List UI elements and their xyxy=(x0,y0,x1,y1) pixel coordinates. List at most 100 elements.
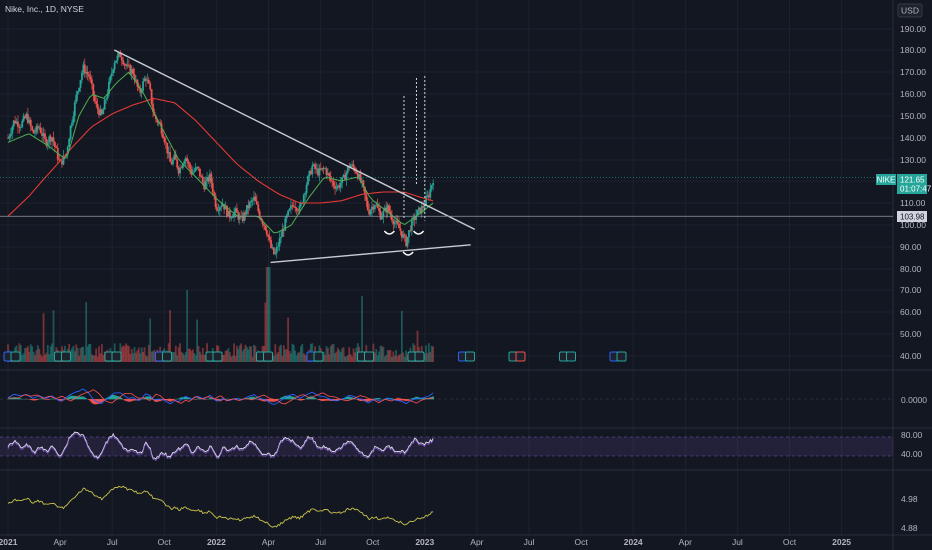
candle-body xyxy=(11,126,14,134)
macd-histogram-bar xyxy=(220,399,223,401)
volume-bar xyxy=(277,352,280,362)
volume-bar xyxy=(31,346,34,362)
volume-bar xyxy=(230,356,233,362)
candle-body xyxy=(381,217,383,220)
volume-bar xyxy=(143,347,146,362)
macd-histogram-bar xyxy=(328,399,331,401)
macd-histogram-bar xyxy=(10,398,12,400)
triangle-upper-trendline[interactable] xyxy=(113,49,476,231)
volume-bar xyxy=(430,345,433,362)
currency-button[interactable]: USD xyxy=(897,3,923,18)
volume-bar xyxy=(342,347,345,362)
macd-histogram-bar xyxy=(359,399,362,402)
candle-body xyxy=(422,206,425,208)
macd-histogram-bar xyxy=(204,399,207,400)
volume-bar xyxy=(245,346,248,362)
macd-histogram-bar xyxy=(64,399,66,400)
candle-body xyxy=(132,69,135,75)
candle-body xyxy=(27,113,29,123)
candle-body xyxy=(264,225,267,231)
macd-histogram-bar xyxy=(180,397,183,400)
volume-bar xyxy=(52,310,55,362)
candle-body xyxy=(31,126,34,130)
volume-bar xyxy=(201,347,204,362)
volume-bar xyxy=(295,355,298,362)
volume-bar xyxy=(199,351,201,362)
macd-histogram-bar xyxy=(238,398,241,400)
chart-title: Nike, Inc., 1D, NYSE xyxy=(5,4,84,14)
candle-body xyxy=(32,129,35,134)
macd-histogram-bar xyxy=(283,396,285,400)
triangle-lower-trendline[interactable] xyxy=(270,244,471,264)
candle-body xyxy=(385,207,388,213)
candle-body xyxy=(386,205,389,213)
candle-body xyxy=(41,132,44,137)
rsi-pane[interactable] xyxy=(0,431,893,462)
macd-histogram-bar xyxy=(32,399,35,401)
countdown-value: 01:07:47 xyxy=(900,185,932,194)
volume-bar xyxy=(402,352,405,362)
candle-body xyxy=(373,205,376,210)
candle-body xyxy=(288,208,291,211)
macd-histogram-bar xyxy=(85,398,88,400)
candle-body xyxy=(432,183,435,186)
candle-body xyxy=(75,94,78,103)
candle-body xyxy=(257,204,260,212)
macd-pane[interactable] xyxy=(0,388,893,405)
candle-body xyxy=(81,72,83,80)
candle-body xyxy=(372,206,375,210)
macd-histogram-bar xyxy=(149,396,151,400)
volume-bar xyxy=(48,354,51,362)
volume-bar xyxy=(126,345,129,362)
candle-body xyxy=(147,79,150,84)
candle-body xyxy=(311,165,314,175)
candle-body xyxy=(319,168,322,170)
macd-histogram-bar xyxy=(68,396,70,400)
volume-bar xyxy=(186,289,189,362)
candle-body xyxy=(113,62,116,70)
volume-bar xyxy=(339,352,342,362)
macd-histogram-bar xyxy=(422,398,424,400)
candle-body xyxy=(331,180,334,182)
macd-histogram-bar xyxy=(216,399,218,402)
candle-body xyxy=(146,79,149,81)
candle-body xyxy=(169,152,171,162)
candle-body xyxy=(172,159,174,165)
volume-bar xyxy=(264,302,267,362)
volume-bar xyxy=(241,351,244,362)
volume-bar xyxy=(191,349,194,362)
macd-histogram-bar xyxy=(378,397,380,400)
candle-body xyxy=(405,235,408,247)
rs-axis-low: 4.88 xyxy=(901,523,918,533)
macd-histogram-bar xyxy=(413,397,416,400)
volume-bar xyxy=(19,345,22,362)
volume-bar xyxy=(280,344,282,362)
candle-body xyxy=(251,199,254,201)
candle-body xyxy=(305,184,308,194)
candle-body xyxy=(291,205,294,207)
candle-body xyxy=(216,207,218,211)
time-axis[interactable]: 2021 Apr Jul Oct 2022 Apr Jul Oct 2023 Apr Jul Oct 2… xyxy=(0,537,851,547)
candle-body xyxy=(423,205,426,208)
last-price-value: 121.65 xyxy=(900,176,925,185)
volume-bar xyxy=(355,347,358,362)
candle-body xyxy=(234,208,237,212)
macd-histogram-bar xyxy=(203,399,206,400)
candle-body xyxy=(197,166,200,169)
candle-body xyxy=(29,119,32,127)
volume-bar xyxy=(176,355,179,362)
macd-histogram-bar xyxy=(129,399,132,402)
macd-histogram-bar xyxy=(156,399,159,402)
candle-body xyxy=(391,214,393,221)
candle-body xyxy=(217,210,220,212)
volume-bar xyxy=(93,355,96,362)
macd-histogram-bar xyxy=(420,397,423,400)
macd-histogram-bar xyxy=(199,398,201,400)
candle-body xyxy=(135,79,137,81)
volume-bar xyxy=(223,354,226,362)
volume-bar xyxy=(378,351,381,362)
volume-bar xyxy=(29,344,32,362)
last-price-tag: 121.65 01:07:47 xyxy=(897,174,932,194)
candle-body xyxy=(140,90,143,93)
